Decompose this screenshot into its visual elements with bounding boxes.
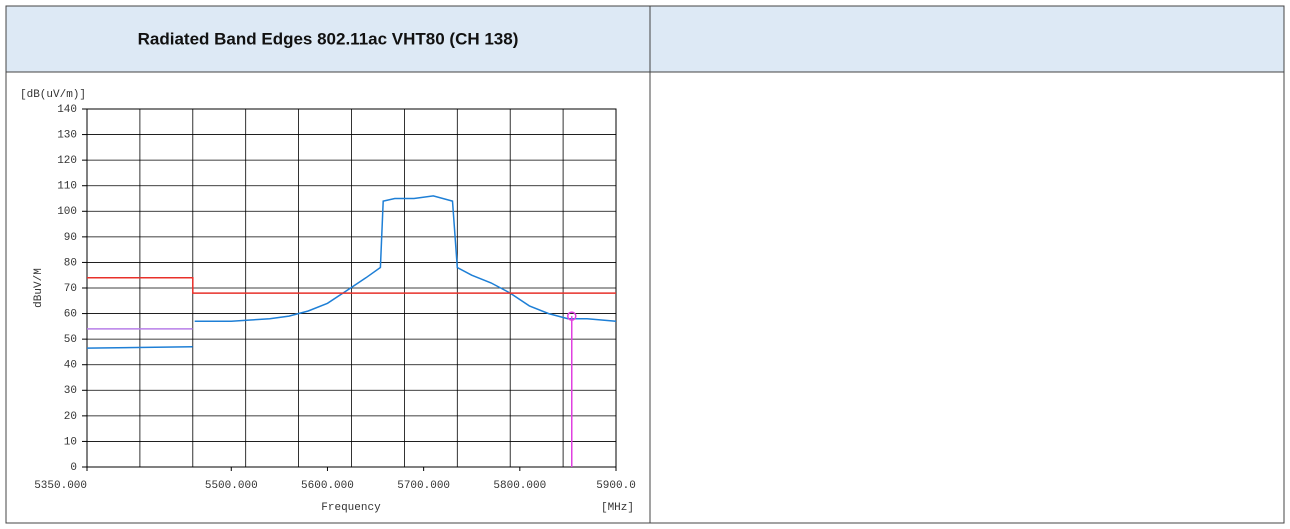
y-tick-label: 0 [70, 462, 77, 474]
y-tick-label: 140 [57, 104, 77, 116]
x-tick-label: 5350.000 [34, 480, 87, 492]
y-tick-label: 130 [57, 129, 77, 141]
x-tick-label: 5700.000 [397, 480, 450, 492]
x-tick-label: 5500.000 [205, 480, 258, 492]
y-tick-label: 120 [57, 155, 77, 167]
y-tick-label: 40 [64, 360, 77, 372]
header-row [5, 5, 1285, 73]
x-tick-label: 5900.0 [596, 480, 636, 492]
y-tick-label: 10 [64, 436, 77, 448]
y-label: dBuV/M [33, 268, 45, 308]
marker [567, 311, 577, 321]
y-tick-label: 100 [57, 206, 77, 218]
y-tick-label: 60 [64, 308, 77, 320]
x-unit: [MHz] [601, 502, 634, 514]
y-unit: [dB(uV/m)] [20, 89, 86, 101]
x-tick-label: 5600.000 [301, 480, 354, 492]
y-tick-label: 70 [64, 283, 77, 295]
series-line [86, 195, 617, 349]
body-row [5, 71, 1285, 524]
y-tick-label: 30 [64, 385, 77, 397]
x-tick-label: 5800.000 [493, 480, 546, 492]
series-line [87, 277, 616, 294]
x-label: Frequency [321, 502, 381, 514]
header-title: Radiated Band Edges 802.11ac VHT80 (CH 1… [138, 29, 519, 48]
y-tick-label: 20 [64, 411, 77, 423]
y-tick-label: 110 [57, 181, 77, 193]
y-tick-label: 80 [64, 257, 77, 269]
y-tick-label: 90 [64, 232, 77, 244]
y-tick-label: 50 [64, 334, 77, 346]
